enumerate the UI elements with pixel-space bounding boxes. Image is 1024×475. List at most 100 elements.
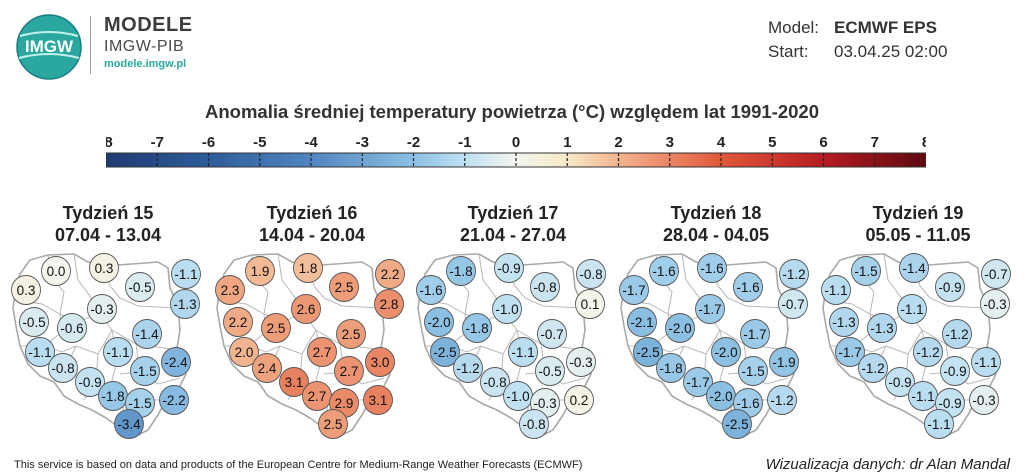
anomaly-value: 2.0	[235, 345, 254, 360]
anomaly-marker: -1.9	[769, 347, 799, 377]
anomaly-value: 3.0	[371, 355, 390, 370]
anomaly-circle	[462, 313, 492, 343]
anomaly-circle	[480, 367, 510, 397]
anomaly-circle	[229, 337, 259, 367]
anomaly-marker: -1.8	[656, 353, 686, 383]
anomaly-circle	[980, 289, 1010, 319]
model-label: Model:	[768, 18, 820, 37]
anomaly-marker: -1.6	[733, 272, 763, 302]
start-info: Start: 03.04.25 02:00	[768, 42, 947, 62]
anomaly-marker: -0.9	[935, 272, 965, 302]
anomaly-circle	[969, 385, 999, 415]
anomaly-value: -0.7	[984, 267, 1007, 282]
week-title: Tydzień 16	[266, 203, 358, 223]
anomaly-circle	[19, 307, 49, 337]
anomaly-marker: -0.9	[75, 367, 105, 397]
anomaly-marker: -1.7	[695, 294, 725, 324]
color-scale-legend: -8 -7 -6 -5 -4 -3 -2 -1 0 1 2 3 4 5 6 7 8	[106, 134, 926, 168]
anomaly-value: -0.3	[983, 297, 1006, 312]
anomaly-value: 2.9	[335, 396, 354, 411]
anomaly-circle	[446, 256, 476, 286]
anomaly-value: -1.8	[449, 264, 472, 279]
anomaly-value: -1.5	[741, 364, 764, 379]
anomaly-marker: 2.3	[215, 275, 245, 305]
anomaly-value: -2.0	[427, 315, 450, 330]
anomaly-circle	[492, 294, 522, 324]
anomaly-marker: -2.0	[711, 337, 741, 367]
scale-tick-label: -4	[304, 134, 318, 151]
anomaly-marker: -0.9	[494, 253, 524, 283]
anomaly-circle	[576, 259, 606, 289]
anomaly-value: -1.7	[622, 283, 645, 298]
anomaly-circle	[508, 337, 538, 367]
week-dates: 14.04 - 20.04	[258, 225, 366, 245]
anomaly-circle	[778, 289, 808, 319]
anomaly-value: -0.8	[522, 417, 545, 432]
anomaly-value: -1.8	[101, 389, 124, 404]
anomaly-circle	[130, 356, 160, 386]
anomaly-marker: -0.5	[19, 307, 49, 337]
anomaly-value: -2.0	[709, 389, 732, 404]
region-border	[623, 299, 787, 351]
anomaly-marker: -0.8	[530, 272, 560, 302]
anomaly-circle	[899, 253, 929, 283]
anomaly-circle	[851, 256, 881, 286]
anomaly-circle	[733, 272, 763, 302]
logo-text: IMGW	[25, 37, 74, 56]
week-panel-16: Tydzień 16 14.04 - 20.04 1.9 1.8 2.3 2.5 2.2…	[212, 200, 412, 440]
anomaly-circle	[649, 256, 679, 286]
anomaly-circle	[779, 259, 809, 289]
anomaly-marker: -1.8	[98, 381, 128, 411]
week-title: Tydzień 18	[670, 203, 762, 223]
anomaly-marker: -0.8	[480, 367, 510, 397]
anomaly-marker: -2.5	[430, 337, 460, 367]
anomaly-circle	[334, 356, 364, 386]
poland-map: 1.9 1.8 2.3 2.5 2.2 2.8 2.6 2.2 2.5 2.5 2.0 2.7 2.4 2…	[215, 253, 405, 439]
anomaly-circle	[329, 272, 359, 302]
anomaly-marker: -0.3	[87, 294, 117, 324]
anomaly-marker: -1.6	[649, 256, 679, 286]
anomaly-marker: 2.7	[302, 381, 332, 411]
anomaly-marker: -1.5	[738, 356, 768, 386]
ecmwf-attribution: This service is based on data and produc…	[14, 459, 583, 471]
scale-tick-label: 4	[717, 134, 726, 151]
anomaly-marker: 1.9	[245, 256, 275, 286]
anomaly-value: -1.2	[916, 345, 939, 360]
anomaly-marker: -1.3	[867, 313, 897, 343]
anomaly-marker: -1.2	[942, 319, 972, 349]
anomaly-marker: 3.1	[363, 385, 393, 415]
anomaly-value: 2.2	[381, 267, 400, 282]
anomaly-value: 2.2	[229, 315, 248, 330]
brand-subtitle: IMGW-PIB	[104, 38, 185, 55]
anomaly-circle	[858, 353, 888, 383]
anomaly-circle	[416, 275, 446, 305]
anomaly-marker: -1.1	[103, 337, 133, 367]
anomaly-value: -2.5	[725, 417, 748, 432]
anomaly-marker: -1.6	[416, 275, 446, 305]
anomaly-marker: -1.4	[899, 253, 929, 283]
anomaly-value: -1.6	[736, 280, 759, 295]
anomaly-marker: -3.4	[114, 409, 144, 439]
anomaly-circle	[41, 256, 71, 286]
anomaly-marker: 0.3	[11, 275, 41, 305]
anomaly-marker: -0.3	[980, 289, 1010, 319]
anomaly-circle	[171, 259, 201, 289]
anomaly-circle	[125, 272, 155, 302]
anomaly-circle	[695, 294, 725, 324]
week-title: Tydzień 17	[467, 203, 559, 223]
anomaly-value: 2.5	[324, 417, 343, 432]
anomaly-marker: -0.8	[576, 259, 606, 289]
brand-url-link[interactable]: modele.imgw.pl	[104, 58, 187, 70]
anomaly-circle	[318, 409, 348, 439]
anomaly-marker: -0.9	[885, 367, 915, 397]
anomaly-value: -0.8	[51, 361, 74, 376]
week-title: Tydzień 15	[62, 203, 154, 223]
anomaly-value: -1.5	[128, 396, 151, 411]
anomaly-marker: -1.1	[897, 294, 927, 324]
anomaly-value: -1.1	[28, 345, 51, 360]
anomaly-value: -1.2	[770, 393, 793, 408]
anomaly-value: -0.8	[579, 267, 602, 282]
week-dates: 05.05 - 11.05	[865, 225, 971, 245]
anomaly-circle	[564, 385, 594, 415]
anomaly-circle	[261, 313, 291, 343]
